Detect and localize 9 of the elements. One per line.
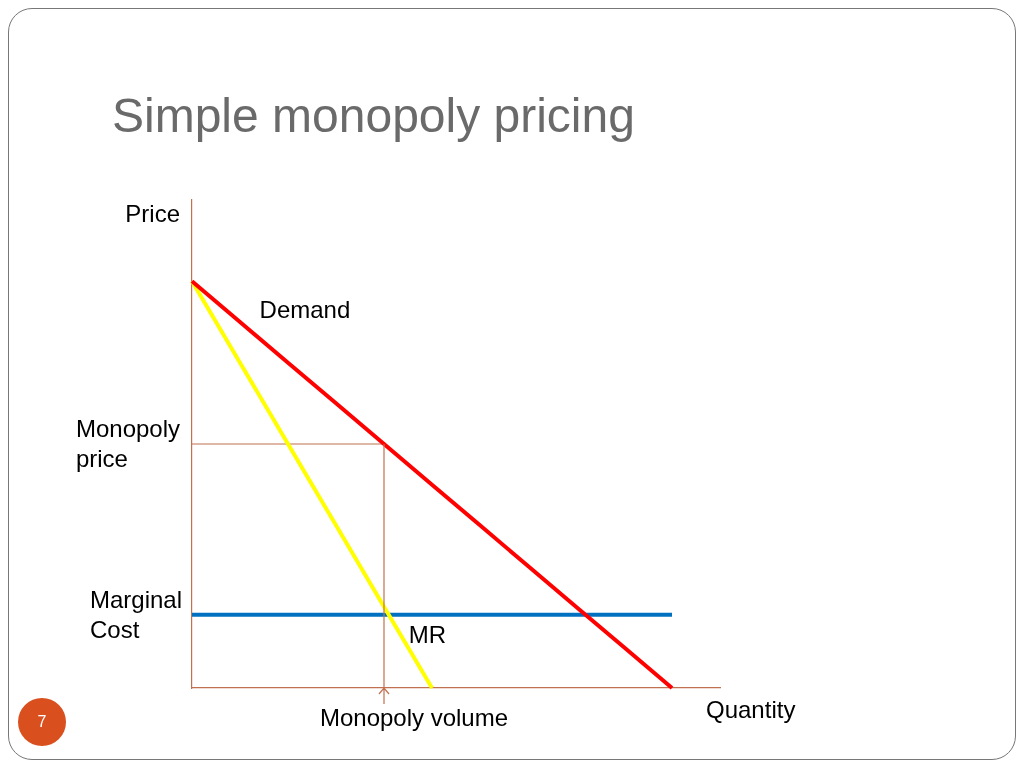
- chart-title: Simple monopoly pricing: [112, 88, 635, 143]
- x-axis-title: Quantity: [706, 696, 796, 723]
- text: 7: [18, 698, 66, 746]
- text: Monopoly volume: [319, 704, 509, 731]
- y-axis-title: Price: [125, 200, 180, 227]
- series-label: Marginal Cost: [89, 585, 183, 643]
- text: Monopoly price: [75, 415, 180, 472]
- series-label: MR: [408, 621, 447, 649]
- series-label: Demand: [259, 296, 351, 324]
